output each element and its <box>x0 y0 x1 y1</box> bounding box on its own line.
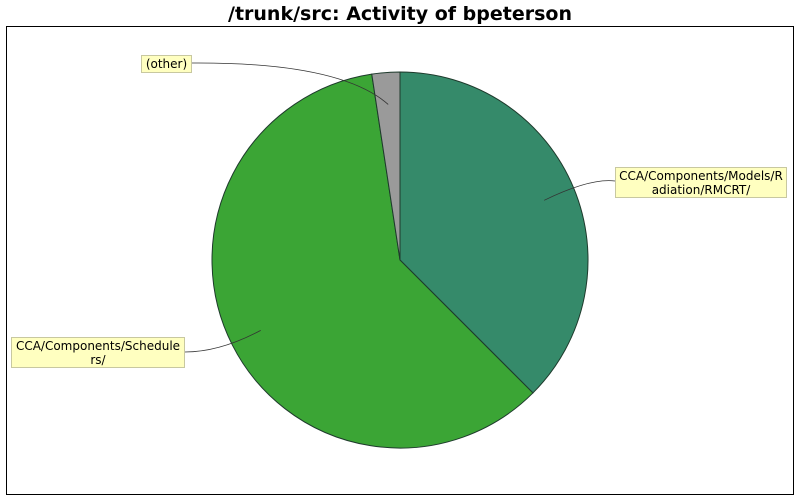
slice-label-rmcrt-line-2: adiation/RMCRT/ <box>651 183 751 197</box>
slice-label-schedulers-line-1: CCA/Components/Schedule <box>15 339 181 353</box>
slice-label-other-line-1: (other) <box>145 57 188 71</box>
chart-title: /trunk/src: Activity of bpeterson <box>228 3 572 25</box>
pie-slice-schedulers-leader-line <box>184 330 261 353</box>
pie-slice-rmcrt-leader-line <box>544 180 616 201</box>
pie-slice-schedulers <box>211 73 534 449</box>
pie-slice-other <box>371 71 401 261</box>
slice-label-rmcrt: CCA/Components/Models/R adiation/RMCRT/ <box>615 167 787 198</box>
pie-slice-other-leader-line <box>191 62 389 105</box>
slice-label-schedulers-line-2: rs/ <box>90 353 106 367</box>
slice-label-rmcrt-line-1: CCA/Components/Models/R <box>619 169 783 183</box>
slice-label-schedulers: CCA/Components/Schedule rs/ <box>11 337 185 368</box>
slice-label-other: (other) <box>141 55 192 73</box>
plot-frame <box>6 26 794 495</box>
